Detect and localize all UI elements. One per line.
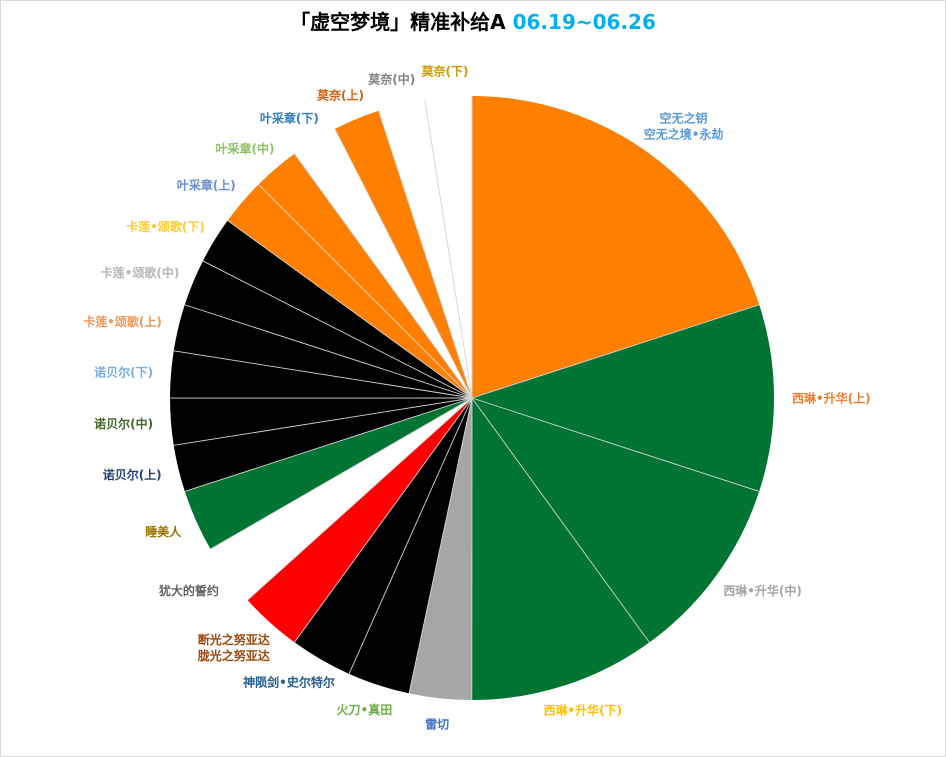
- slice-label-7: 神陨剑•史尔特尔: [243, 674, 335, 689]
- slice-divider-2: [471, 304, 760, 399]
- slice-label-line: 断光之努亚达: [198, 632, 270, 647]
- slice-divider-15: [184, 304, 473, 399]
- slice-divider-14: [173, 350, 473, 399]
- pie-slice-2: [472, 304, 774, 492]
- slice-label-1: 空无之钥空无之境•永劫: [644, 111, 724, 142]
- pie-slice-3: [472, 398, 760, 643]
- pie-slice-18: [258, 153, 472, 398]
- slice-divider-10: [210, 397, 473, 550]
- slice-label-line: 卡莲•颂歌(下): [126, 219, 205, 234]
- slice-divider-12: [173, 397, 473, 446]
- slice-label-16: 卡莲•颂歌(下): [126, 219, 205, 234]
- pie-slice-14: [173, 304, 472, 398]
- pie-slice-16: [202, 220, 472, 398]
- slice-label-8: 断光之努亚达胧光之努亚达: [198, 632, 270, 663]
- slice-label-line: 空无之境•永劫: [644, 127, 724, 142]
- pie-slice-7: [294, 398, 472, 674]
- slice-label-line: 叶采章(中): [215, 141, 274, 156]
- slice-label-21: 莫奈(中): [368, 71, 415, 86]
- pie-slice-9: [210, 398, 473, 601]
- chart-title-date: 06.19~06.26: [513, 10, 656, 34]
- slice-divider-20: [334, 128, 473, 399]
- slice-label-17: 叶采章(上): [177, 177, 236, 192]
- slice-label-line: 莫奈(下): [422, 63, 469, 78]
- slice-label-20: 莫奈(上): [317, 87, 364, 102]
- pie-slice-11: [173, 398, 473, 492]
- slice-label-15: 卡莲•颂歌(中): [101, 265, 180, 280]
- pie-slice-19: [294, 128, 472, 398]
- slice-divider-21: [378, 110, 473, 399]
- slice-label-line: 空无之钥: [660, 111, 708, 126]
- slice-label-5: 雷切: [425, 717, 449, 731]
- slice-label-line: 胧光之努亚达: [198, 648, 270, 663]
- slice-label-19: 叶采章(下): [260, 111, 319, 126]
- slice-label-line: 西琳•升华(下): [544, 702, 623, 717]
- slice-label-line: 诺贝尔(上): [103, 467, 162, 482]
- slice-divider-6: [408, 397, 473, 694]
- pie-slice-21: [378, 99, 472, 398]
- slice-divider-19: [294, 153, 473, 399]
- pie-slice-10: [184, 398, 472, 550]
- slice-divider-16: [202, 260, 473, 399]
- pie-slice-15: [184, 260, 472, 398]
- slice-label-line: 火刀•真田: [337, 702, 393, 717]
- slice-label-9: 犹大的誓约: [159, 583, 219, 598]
- slice-label-line: 犹大的誓约: [159, 583, 219, 598]
- pie-slice-6: [349, 398, 472, 694]
- pie-slice-20: [334, 110, 472, 398]
- slice-label-22: 莫奈(下): [422, 63, 469, 78]
- slice-label-4: 西琳•升华(下): [544, 702, 623, 717]
- slice-divider-17: [227, 220, 473, 399]
- slice-divider-11: [184, 397, 473, 492]
- slice-label-12: 诺贝尔(中): [94, 416, 153, 431]
- slice-label-line: 雷切: [425, 717, 449, 731]
- slice-divider-7: [348, 397, 473, 675]
- slice-divider-18: [258, 184, 473, 399]
- slice-divider-3: [471, 397, 760, 492]
- slice-label-line: 诺贝尔(下): [94, 365, 153, 380]
- slice-label-18: 叶采章(中): [215, 141, 274, 156]
- pie-slice-8: [247, 398, 472, 643]
- slice-label-2: 西琳•升华(上): [792, 390, 871, 405]
- pie-slice-17: [227, 184, 472, 398]
- slice-label-6: 火刀•真田: [337, 702, 393, 717]
- slice-label-line: 诺贝尔(中): [94, 416, 153, 431]
- slice-divider-4: [471, 397, 650, 643]
- slice-label-line: 卡莲•颂歌(上): [83, 314, 162, 329]
- slice-label-line: 神陨剑•史尔特尔: [243, 674, 335, 689]
- slice-label-14: 卡莲•颂歌(上): [83, 314, 162, 329]
- pie-slices: [169, 96, 774, 701]
- slice-label-10: 睡美人: [145, 524, 182, 539]
- slice-label-3: 西琳•升华(中): [723, 583, 802, 598]
- slice-divider-8: [294, 397, 473, 643]
- slice-dividers: [169, 96, 760, 701]
- pie-slice-1: [472, 96, 760, 398]
- slice-divider-9: [247, 397, 473, 601]
- slice-label-line: 莫奈(中): [368, 71, 415, 86]
- slice-label-line: 西琳•升华(上): [792, 390, 871, 405]
- pie-slice-4: [471, 398, 650, 701]
- chart-title-main: 「虚空梦境」精准补给A: [290, 10, 506, 34]
- slice-label-11: 诺贝尔(上): [103, 467, 162, 482]
- slice-label-line: 叶采章(下): [260, 111, 319, 126]
- slice-label-line: 叶采章(上): [177, 177, 236, 192]
- slice-divider-22: [424, 99, 473, 399]
- slice-label-line: 卡莲•颂歌(中): [101, 265, 180, 280]
- chart-title: 「虚空梦境」精准补给A 06.19~06.26: [290, 10, 656, 34]
- slice-label-line: 西琳•升华(中): [723, 583, 802, 598]
- slice-label-13: 诺贝尔(下): [94, 365, 153, 380]
- slice-label-line: 睡美人: [145, 524, 182, 539]
- slice-label-line: 莫奈(上): [317, 87, 364, 102]
